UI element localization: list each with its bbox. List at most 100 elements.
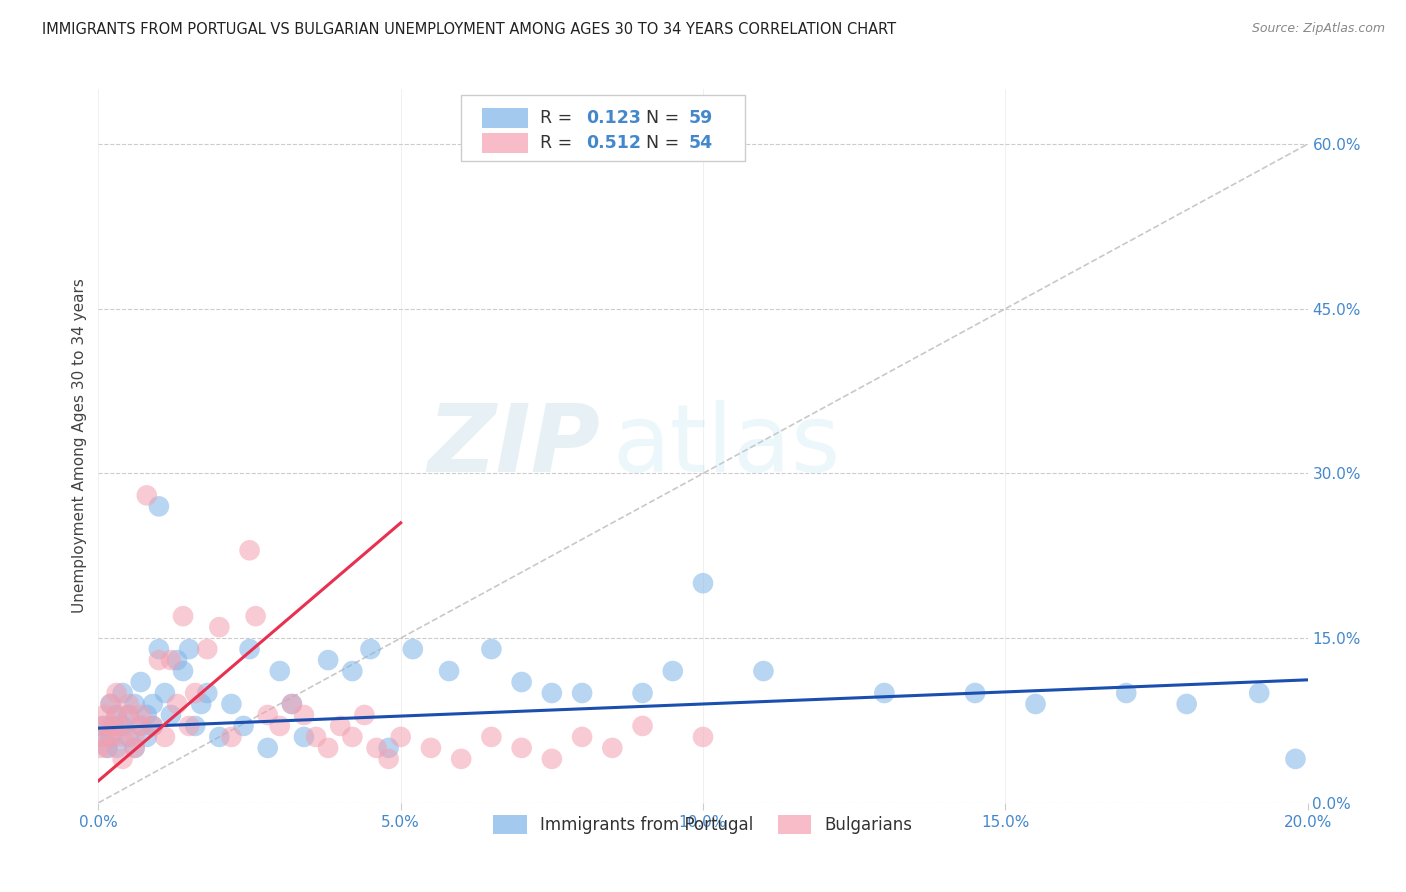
Point — [195, 686, 218, 700]
Point — [96, 740, 118, 755]
Point — [142, 719, 165, 733]
Point — [631, 719, 654, 733]
Point — [1024, 697, 1046, 711]
Point — [377, 752, 399, 766]
Point — [124, 740, 146, 755]
Point — [510, 675, 533, 690]
Point — [124, 740, 146, 755]
Point — [602, 740, 624, 755]
Point — [103, 719, 125, 733]
Point — [90, 730, 112, 744]
Point — [90, 719, 112, 733]
Point — [540, 752, 562, 766]
Legend: Immigrants from Portugal, Bulgarians: Immigrants from Portugal, Bulgarians — [486, 808, 920, 841]
Point — [281, 697, 304, 711]
Point — [105, 708, 128, 723]
Point — [135, 708, 157, 723]
Point — [342, 730, 364, 744]
Point — [631, 686, 654, 700]
Point — [692, 576, 714, 591]
Point — [1284, 752, 1306, 766]
Point — [481, 642, 503, 657]
Point — [965, 686, 987, 700]
Text: N =: N = — [647, 109, 685, 127]
Point — [184, 719, 207, 733]
Point — [118, 730, 141, 744]
Point — [1175, 697, 1198, 711]
Point — [89, 740, 111, 755]
Point — [93, 730, 115, 744]
Point — [153, 730, 176, 744]
Text: R =: R = — [540, 109, 578, 127]
Point — [571, 730, 593, 744]
Point — [100, 719, 122, 733]
Point — [510, 740, 533, 755]
Point — [105, 686, 128, 700]
Point — [450, 752, 472, 766]
Point — [118, 708, 141, 723]
Point — [221, 697, 243, 711]
Point — [103, 730, 125, 744]
FancyBboxPatch shape — [482, 133, 527, 153]
Point — [256, 708, 278, 723]
Point — [437, 664, 460, 678]
FancyBboxPatch shape — [461, 95, 745, 161]
Point — [166, 697, 188, 711]
Point — [172, 609, 194, 624]
Text: IMMIGRANTS FROM PORTUGAL VS BULGARIAN UNEMPLOYMENT AMONG AGES 30 TO 34 YEARS COR: IMMIGRANTS FROM PORTUGAL VS BULGARIAN UN… — [42, 22, 896, 37]
Point — [142, 719, 165, 733]
Text: 0.123: 0.123 — [586, 109, 641, 127]
Point — [316, 653, 339, 667]
Point — [239, 543, 262, 558]
Point — [118, 697, 141, 711]
Text: atlas: atlas — [613, 400, 841, 492]
Point — [329, 719, 352, 733]
Point — [571, 686, 593, 700]
Point — [305, 730, 328, 744]
Point — [179, 642, 201, 657]
Point — [111, 686, 134, 700]
Point — [93, 719, 115, 733]
Point — [111, 719, 134, 733]
Point — [160, 653, 183, 667]
Point — [377, 740, 399, 755]
Point — [105, 708, 128, 723]
Text: N =: N = — [647, 134, 685, 152]
Point — [292, 708, 315, 723]
Point — [108, 719, 131, 733]
Point — [135, 730, 157, 744]
Point — [1249, 686, 1271, 700]
Point — [292, 730, 315, 744]
Point — [153, 686, 176, 700]
Point — [111, 752, 134, 766]
FancyBboxPatch shape — [482, 108, 527, 128]
Point — [100, 697, 122, 711]
Point — [96, 740, 118, 755]
Text: R =: R = — [540, 134, 578, 152]
Point — [148, 500, 170, 514]
Point — [366, 740, 388, 755]
Point — [316, 740, 339, 755]
Point — [179, 719, 201, 733]
Point — [129, 708, 152, 723]
Point — [142, 697, 165, 711]
Text: 59: 59 — [689, 109, 713, 127]
Point — [353, 708, 375, 723]
Point — [221, 730, 243, 744]
Text: 54: 54 — [689, 134, 713, 152]
Point — [420, 740, 443, 755]
Point — [481, 730, 503, 744]
Point — [93, 708, 115, 723]
Point — [1115, 686, 1137, 700]
Point — [148, 642, 170, 657]
Point — [190, 697, 212, 711]
Point — [129, 719, 152, 733]
Point — [661, 664, 683, 678]
Point — [124, 697, 146, 711]
Point — [256, 740, 278, 755]
Point — [360, 642, 382, 657]
Point — [135, 488, 157, 502]
Text: Source: ZipAtlas.com: Source: ZipAtlas.com — [1251, 22, 1385, 36]
Point — [124, 730, 146, 744]
Text: 0.512: 0.512 — [586, 134, 641, 152]
